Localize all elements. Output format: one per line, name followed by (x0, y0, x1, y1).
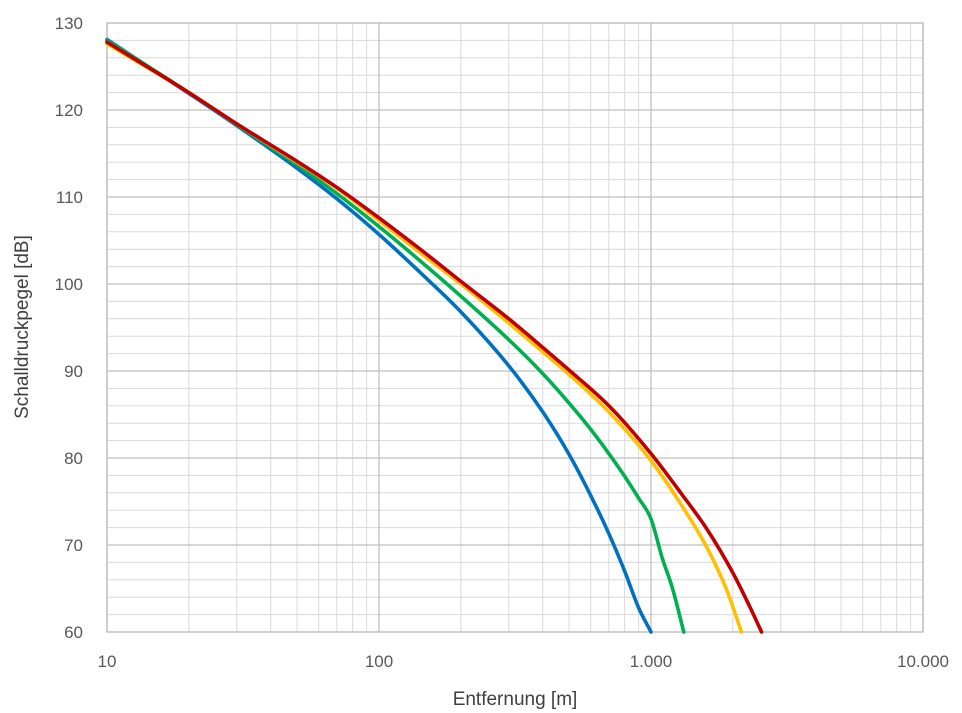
y-tick-label: 120 (55, 101, 83, 120)
y-tick-label: 130 (55, 14, 83, 33)
y-axis-title: Schalldruckpegel [dB] (12, 235, 33, 419)
y-tick-label: 110 (56, 188, 83, 207)
x-tick-labels: 10 100 1.000 10.000 (98, 652, 949, 671)
plot-border (106, 22, 924, 633)
x-tick-label: 100 (365, 652, 393, 671)
y-tick-label: 100 (55, 275, 83, 294)
series-layer (105, 37, 764, 634)
y-tick-label: 70 (64, 536, 83, 555)
series-line-2 (105, 38, 686, 634)
y-tick-label: 90 (64, 362, 83, 381)
x-axis-title: Entfernung [m] (453, 689, 578, 710)
y-tick-labels: 60 70 80 90 100 110 120 130 (55, 14, 83, 642)
x-tick-label: 10 (98, 652, 117, 671)
y-tick-label: 60 (64, 623, 83, 642)
series-line-4 (105, 40, 764, 634)
x-tick-label: 10.000 (897, 652, 949, 671)
series-line-3 (105, 42, 744, 634)
y-tick-label: 80 (64, 449, 83, 468)
plot-frame (106, 22, 924, 633)
x-tick-label: 1.000 (630, 652, 673, 671)
